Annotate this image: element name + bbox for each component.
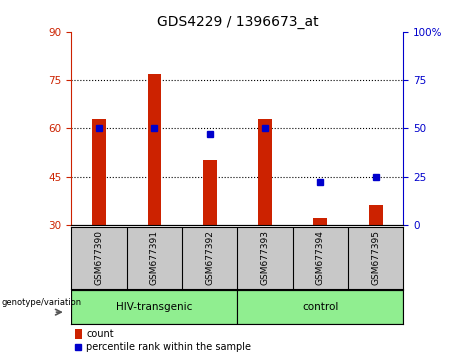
Bar bbox=[148, 74, 161, 225]
Bar bbox=[71, 290, 237, 324]
Text: HIV-transgenic: HIV-transgenic bbox=[116, 302, 193, 312]
Bar bbox=[203, 160, 217, 225]
Text: GSM677393: GSM677393 bbox=[260, 230, 270, 285]
Text: GSM677391: GSM677391 bbox=[150, 230, 159, 285]
Bar bbox=[369, 205, 383, 225]
Text: GSM677394: GSM677394 bbox=[316, 230, 325, 285]
Bar bbox=[258, 119, 272, 225]
Text: count: count bbox=[86, 329, 114, 339]
Text: GSM677395: GSM677395 bbox=[371, 230, 380, 285]
Text: percentile rank within the sample: percentile rank within the sample bbox=[86, 342, 251, 352]
Bar bbox=[313, 218, 327, 225]
Text: GSM677392: GSM677392 bbox=[205, 230, 214, 285]
Bar bbox=[237, 290, 403, 324]
Text: control: control bbox=[302, 302, 338, 312]
Text: genotype/variation: genotype/variation bbox=[1, 298, 82, 307]
Text: GSM677390: GSM677390 bbox=[95, 230, 104, 285]
Bar bbox=[75, 329, 82, 339]
Bar bbox=[92, 119, 106, 225]
Title: GDS4229 / 1396673_at: GDS4229 / 1396673_at bbox=[157, 16, 318, 29]
